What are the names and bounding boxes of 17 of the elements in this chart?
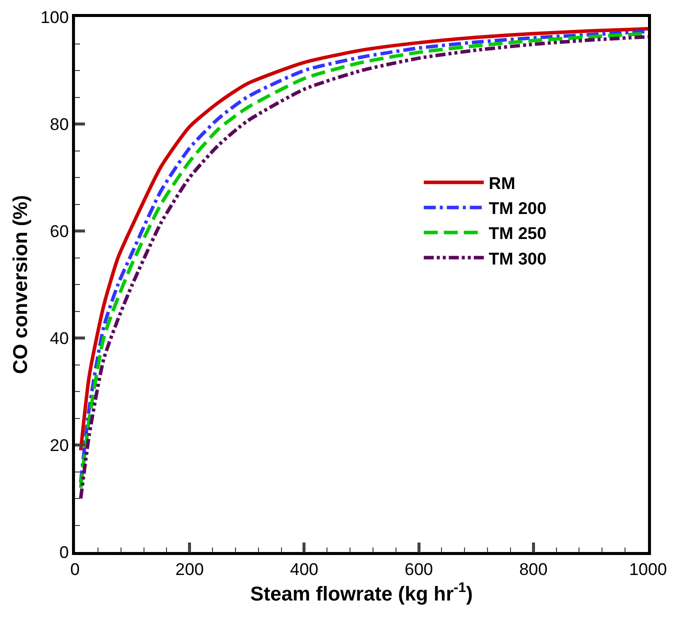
legend-label: TM 200 bbox=[488, 199, 546, 218]
y-tick-label: 60 bbox=[50, 222, 69, 241]
x-tick-label: 600 bbox=[404, 560, 433, 580]
legend-label: TM 250 bbox=[488, 224, 546, 244]
y-tick-label: 80 bbox=[50, 114, 69, 134]
x-axis-title: Steam flowrate (kg hr$^{-1}$) bbox=[250, 579, 473, 606]
x-tick-label: 800 bbox=[519, 560, 548, 580]
y-tick-label: 20 bbox=[50, 436, 69, 455]
y-tick-label: 0 bbox=[59, 542, 69, 562]
x-tick-label: 1000 bbox=[629, 560, 667, 580]
y-tick-label: 100 bbox=[40, 8, 69, 27]
x-tick-label: 200 bbox=[175, 560, 204, 580]
y-axis-title: CO conversion (%) bbox=[10, 195, 32, 374]
legend-label: RM bbox=[488, 174, 516, 193]
x-tick-label: 400 bbox=[290, 560, 318, 580]
y-tick-label: 40 bbox=[50, 328, 69, 348]
legend-label: TM 300 bbox=[488, 249, 546, 268]
